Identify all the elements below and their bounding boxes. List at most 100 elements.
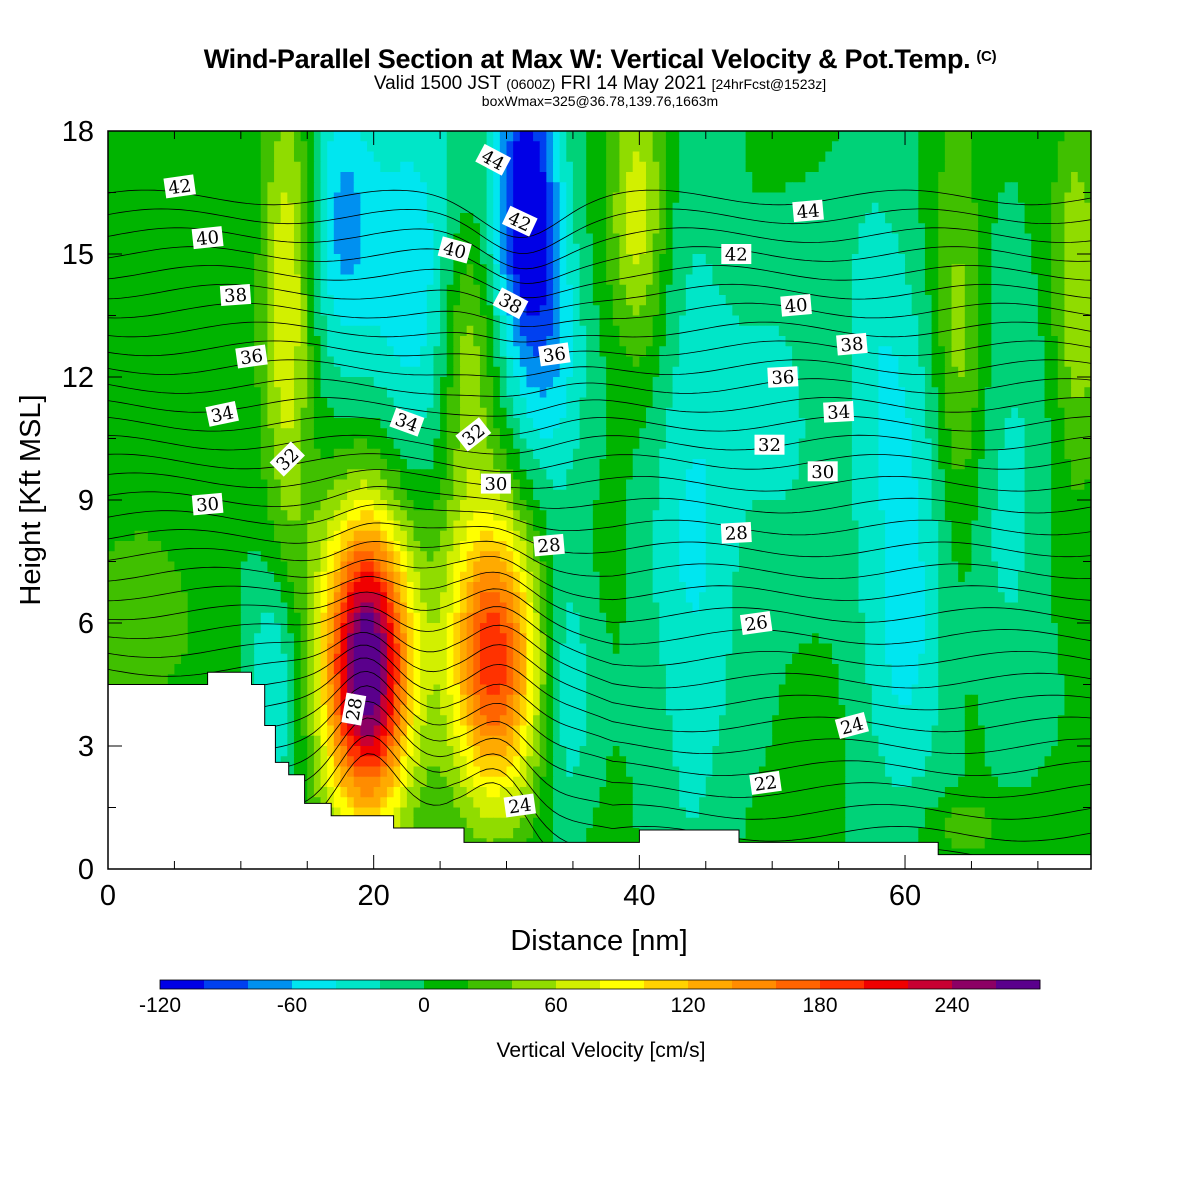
field-cell <box>247 438 255 450</box>
field-cell <box>785 254 793 265</box>
field-cell <box>108 459 116 470</box>
field-cell <box>121 223 129 235</box>
field-cell <box>240 407 249 419</box>
field-cell <box>1037 418 1046 429</box>
field-cell <box>1037 182 1046 194</box>
field-cell <box>705 459 714 470</box>
field-cell <box>267 213 275 224</box>
field-cell <box>1057 233 1066 245</box>
field-cell <box>539 274 547 286</box>
field-cell <box>572 397 581 409</box>
field-cell <box>838 223 846 235</box>
field-cell <box>619 448 627 460</box>
field-cell <box>380 223 388 235</box>
field-cell <box>1051 233 1059 245</box>
field-cell <box>758 315 767 327</box>
field-cell <box>559 459 567 470</box>
field-cell <box>240 438 249 450</box>
field-cell <box>885 397 893 409</box>
field-cell <box>712 182 720 194</box>
field-cell <box>214 131 222 142</box>
field-cell <box>353 407 361 419</box>
field-cell <box>194 254 202 265</box>
field-cell <box>453 305 461 317</box>
field-cell <box>114 151 122 163</box>
field-cell <box>951 213 959 224</box>
field-cell <box>506 428 514 440</box>
field-cell <box>287 325 295 337</box>
field-cell <box>347 397 355 409</box>
field-cell <box>353 428 361 440</box>
field-cell <box>632 213 640 224</box>
field-cell <box>353 202 361 214</box>
field-cell <box>214 172 222 183</box>
field-cell <box>134 131 142 142</box>
field-cell <box>446 346 454 358</box>
field-cell <box>386 377 395 388</box>
field-cell <box>274 346 282 358</box>
field-cell <box>991 428 999 440</box>
field-cell <box>400 438 408 450</box>
field-cell <box>1017 356 1026 368</box>
field-cell <box>984 254 992 265</box>
field-cell <box>665 295 674 306</box>
field-cell <box>1077 264 1085 276</box>
field-cell <box>260 202 268 214</box>
field-cell <box>632 295 640 306</box>
field-cell <box>964 459 973 470</box>
field-cell <box>453 397 461 409</box>
field-cell <box>200 397 209 409</box>
field-cell <box>347 418 355 429</box>
field-cell <box>778 407 787 419</box>
field-cell <box>280 213 288 224</box>
field-cell <box>878 141 886 153</box>
field-cell <box>553 295 561 306</box>
field-cell <box>858 223 866 235</box>
field-cell <box>506 141 514 153</box>
field-cell <box>971 151 979 163</box>
field-cell <box>1031 284 1039 296</box>
field-cell <box>738 346 747 358</box>
field-cell <box>134 428 142 440</box>
field-cell <box>386 264 395 276</box>
field-cell <box>479 336 488 347</box>
field-cell <box>313 428 322 440</box>
field-cell <box>579 387 587 399</box>
field-cell <box>307 161 315 173</box>
field-cell <box>167 254 176 265</box>
field-cell <box>187 264 195 276</box>
field-cell <box>626 428 634 440</box>
field-cell <box>200 161 209 173</box>
field-cell <box>732 407 740 419</box>
field-cell <box>725 141 733 153</box>
field-cell <box>320 305 328 317</box>
field-cell <box>300 151 308 163</box>
field-cell <box>665 377 674 388</box>
field-cell <box>599 366 607 378</box>
field-cell <box>1017 223 1026 235</box>
field-cell <box>493 172 501 183</box>
field-cell <box>300 397 308 409</box>
field-cell <box>1037 223 1046 235</box>
field-cell <box>626 336 634 347</box>
field-cell <box>639 295 647 306</box>
field-cell <box>426 356 435 368</box>
field-cell <box>194 182 202 194</box>
field-cell <box>134 233 142 245</box>
field-cell <box>1017 438 1026 450</box>
field-cell <box>559 325 567 337</box>
field-cell <box>254 407 262 419</box>
field-cell <box>1004 346 1012 358</box>
field-cell <box>984 366 992 378</box>
field-cell <box>712 448 720 460</box>
field-cell <box>141 428 149 440</box>
field-cell <box>745 377 753 388</box>
field-cell <box>114 284 122 296</box>
field-cell <box>367 295 375 306</box>
field-cell <box>725 397 733 409</box>
field-cell <box>1084 356 1091 368</box>
field-cell <box>692 141 700 153</box>
field-cell <box>1037 192 1046 204</box>
field-cell <box>413 366 421 378</box>
field-cell <box>400 305 408 317</box>
